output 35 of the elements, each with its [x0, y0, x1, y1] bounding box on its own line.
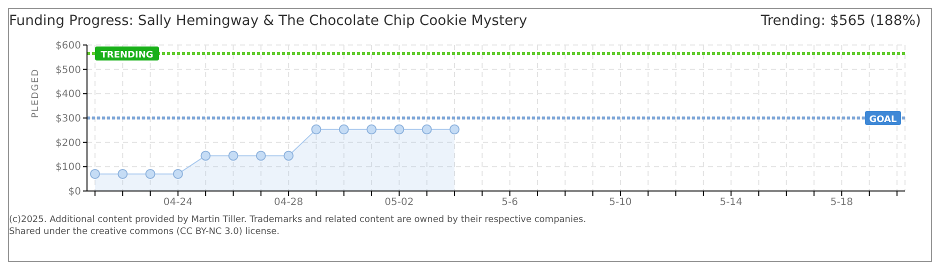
point: [118, 168, 128, 179]
point: [284, 150, 294, 161]
point: [366, 124, 377, 134]
y-tick-label: $600: [56, 40, 81, 52]
x-tick-label: 5-10: [609, 197, 632, 208]
y-tick-label: $300: [56, 114, 81, 125]
point: [338, 124, 349, 134]
point: [422, 124, 432, 134]
chart-title: Funding Progress: Sally Hemingway & The Chocolate Chip Cookie Mystery: [9, 13, 528, 29]
y-tick-label: $100: [56, 162, 81, 174]
text: (c)2025. Additional content provided by Martin Tiller. Trademarks and related content are owned by their respective companies.: [9, 214, 588, 226]
y-tick-label: $400: [56, 89, 81, 100]
point: [228, 150, 238, 161]
x-tick-label: 5-14: [720, 197, 742, 208]
point: [311, 124, 322, 134]
point: [450, 124, 460, 134]
x-tick-label: 04-28: [274, 197, 304, 208]
x-tick-label: 04-24: [163, 197, 192, 208]
y-axis-title: PLEDGED: [31, 68, 42, 118]
y-tick-label: $500: [56, 64, 81, 76]
text: Shared under the creative commons (CC BY-NC 3.0) license.: [9, 226, 281, 238]
point: [145, 168, 156, 179]
point: [172, 168, 183, 179]
ref-line-label: TRENDING: [100, 50, 154, 61]
x-tick-label: 5-18: [830, 197, 854, 208]
x-tick-label: 5-6: [502, 197, 518, 208]
point: [200, 150, 211, 161]
point: [256, 150, 266, 161]
text: Trending: $565 (188%): [760, 13, 921, 29]
point: [90, 168, 100, 179]
y-tick-label: $0: [68, 186, 81, 198]
ref-line-label: GOAL: [869, 115, 898, 125]
x-tick-label: 05-02: [384, 197, 414, 208]
point: [394, 124, 404, 134]
y-tick-label: $200: [56, 138, 81, 149]
